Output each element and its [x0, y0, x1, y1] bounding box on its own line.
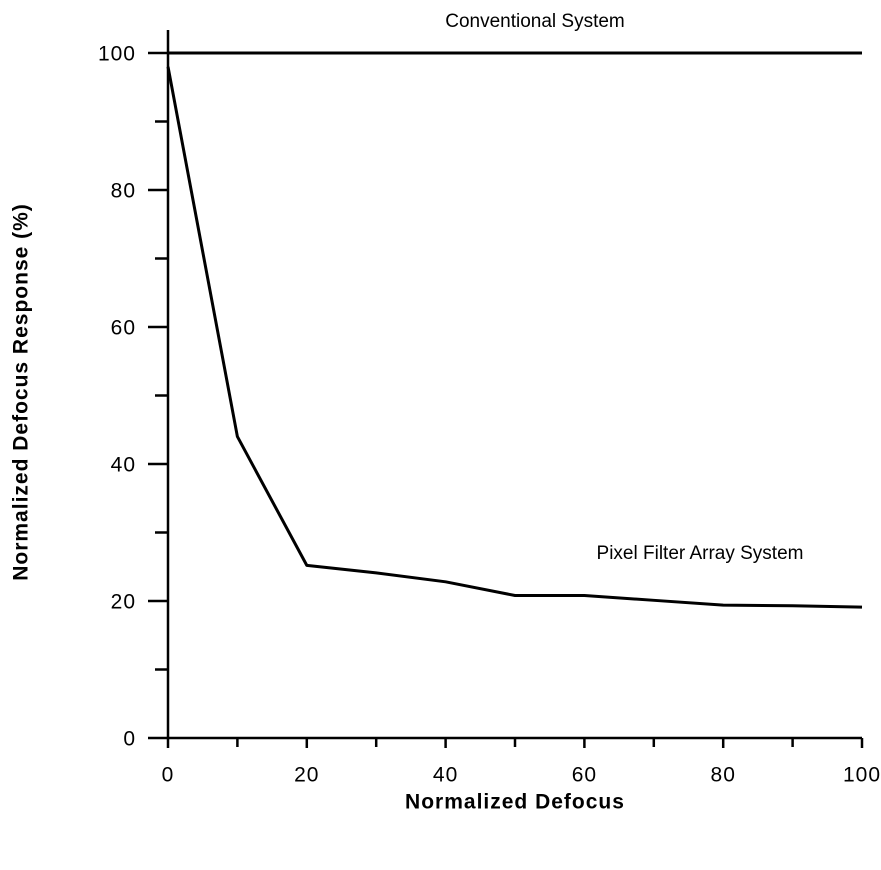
y-tick-label: 80: [111, 180, 136, 203]
x-tick-label: 40: [433, 764, 458, 787]
y-tick-label: 40: [111, 454, 136, 477]
x-axis-title: Normalized Defocus: [405, 791, 625, 814]
x-tick-label: 100: [843, 764, 881, 787]
y-tick-label: 0: [123, 728, 136, 751]
series-line: [166, 66, 863, 609]
y-tick-label: 100: [98, 43, 136, 66]
series-label: Conventional System: [445, 11, 625, 32]
y-tick-label: 60: [111, 317, 136, 340]
y-axis-title: Normalized Defocus Response (%): [10, 203, 33, 581]
x-tick-label: 0: [162, 764, 175, 787]
x-tick-label: 80: [711, 764, 736, 787]
x-tick-label: 20: [294, 764, 319, 787]
series-label: Pixel Filter Array System: [597, 543, 804, 564]
y-tick-label: 20: [111, 591, 136, 614]
x-tick-label: 60: [572, 764, 597, 787]
